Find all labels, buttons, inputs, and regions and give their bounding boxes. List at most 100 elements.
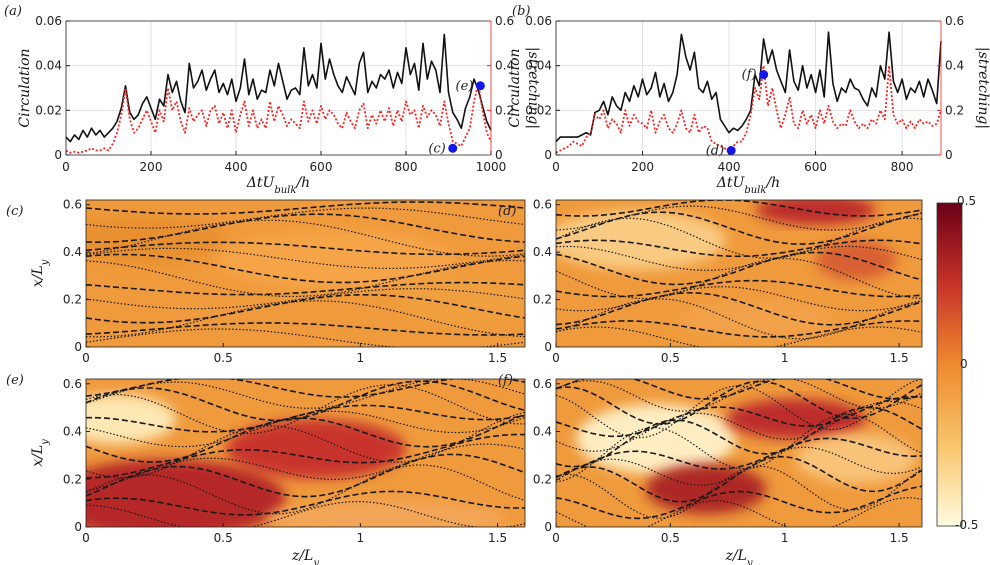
heatmap-region: [676, 300, 836, 340]
y-tick-label: 0.2: [63, 293, 82, 307]
y-tick-label-left: 0.04: [525, 59, 552, 73]
streamline-contour: [86, 410, 525, 448]
streamline-contour: [86, 247, 525, 270]
axis-frame: [85, 199, 526, 348]
stretching-series-line: [555, 64, 942, 154]
heatmap-panel-e: 0 0.2 0.4 0.6 0 0.5 1 1.5 x/Ly z/Ly (e): [6, 373, 526, 565]
x-tick-label: 800: [891, 160, 914, 174]
x-tick-label: 0.5: [661, 351, 680, 365]
heatmap-region: [726, 399, 866, 439]
line-panel-a: (c) (e) 0 0.02 0.04 0.06 0 0.2 0.4 0.6 0 200 400 600 8…: [4, 4, 541, 196]
x-tick-label: 0.5: [214, 351, 233, 365]
streamline-contour: [86, 207, 525, 229]
streamline-contour: [86, 219, 525, 257]
streamline-contour: [556, 437, 922, 478]
x-axis-label: ΔtUbulk/h: [716, 175, 780, 196]
streamline-contour: [556, 298, 922, 340]
y-tick-label: 0.6: [63, 377, 82, 391]
circulation-series-line: [65, 33, 492, 143]
y-tick-label: 0: [544, 340, 552, 354]
x-tick-label: 0: [552, 351, 560, 365]
colorbar-tick-label: -0.5: [955, 518, 978, 532]
y-tick-label-left: 0.02: [35, 103, 62, 117]
streamline-contour: [86, 253, 525, 284]
heatmap-region: [86, 459, 286, 527]
y-axis-label: x/Ly: [30, 439, 51, 467]
x-tick-label: 1: [357, 351, 365, 365]
y-tick-label-left: 0.04: [35, 59, 62, 73]
y-tick-label-left: 0: [54, 148, 62, 162]
heatmap-region: [266, 499, 506, 527]
panel-label: (b): [512, 4, 530, 19]
x-tick-label: 1.5: [488, 531, 507, 545]
x-tick-label: 800: [395, 160, 418, 174]
streamline-contour: [556, 395, 922, 438]
x-tick-label: 0.5: [214, 531, 233, 545]
heatmap-panel-d: 0 0.2 0.4 0.6 0 0.5 1 1.5 (d): [498, 198, 923, 365]
x-tick-label: 1.5: [890, 531, 909, 545]
heatmap-region: [86, 394, 176, 444]
x-tick-label: 400: [225, 160, 248, 174]
colorbar-gradient: [936, 202, 963, 527]
x-tick-label: 0.5: [661, 531, 680, 545]
y-axis-label-left: Circulation: [507, 48, 523, 127]
streamline-contour: [556, 320, 922, 338]
y-tick-label-left: 0: [544, 148, 552, 162]
stretching-series-line: [65, 82, 492, 154]
streamline-contour: [86, 294, 525, 324]
y-tick-label-right: 0: [495, 148, 503, 162]
heatmap-panel-f: 0 0.2 0.4 0.6 0 0.5 1 1.5 z/Ly (f): [498, 373, 923, 565]
y-tick-label-right: 0.6: [945, 14, 964, 28]
streamline-contour: [86, 322, 525, 336]
y-tick-label: 0: [544, 520, 552, 534]
streamline-contour: [556, 485, 922, 520]
y-tick-label: 0.4: [533, 425, 552, 439]
axis-frame: [555, 378, 923, 528]
x-tick-label: 1: [781, 531, 789, 545]
panel-label: (f): [498, 373, 513, 388]
streamline-contour: [86, 288, 525, 310]
streamline-contour: [86, 411, 525, 479]
streamline-contour: [556, 455, 922, 503]
colorbar-tick-label: 0.5: [957, 194, 976, 208]
streamline-contour: [556, 379, 922, 412]
marker-label: (f): [742, 68, 757, 83]
heatmap-region: [576, 404, 736, 474]
x-tick-label: 1: [781, 351, 789, 365]
y-axis-label-right: |stretching|: [525, 47, 541, 129]
streamline-contour: [556, 211, 922, 245]
streamline-contour: [556, 286, 922, 312]
heatmap-panel-c: 0 0.2 0.4 0.6 0 0.5 1 1.5 x/Ly (c): [6, 198, 526, 365]
x-tick-label: 0: [82, 531, 90, 545]
marker-label: (c): [428, 141, 445, 156]
streamline-contour: [86, 201, 525, 215]
heatmap-region: [226, 419, 406, 479]
x-tick-label: 200: [140, 160, 163, 174]
y-axis-label-left: Circulation: [17, 48, 33, 127]
streamline-contour: [556, 406, 922, 468]
streamline-contour: [556, 205, 922, 231]
streamline-contour: [86, 259, 525, 298]
x-tick-label: 600: [310, 160, 333, 174]
axis-frame: [85, 378, 526, 528]
y-tick-label: 0.2: [63, 472, 82, 486]
y-tick-label-right: 0.4: [945, 59, 964, 73]
streamline-contour: [86, 500, 525, 527]
streamline-contour: [556, 200, 922, 217]
panel-label: (c): [6, 204, 23, 219]
x-tick-label: 1.5: [890, 351, 909, 365]
marker-label: (d): [706, 144, 724, 159]
heatmap-field: [556, 379, 922, 527]
plot-area: [556, 21, 941, 155]
streamline-contour: [86, 379, 525, 398]
streamline-contour: [86, 404, 525, 433]
heatmap-region: [86, 215, 226, 265]
streamline-contour: [556, 465, 922, 519]
heatmap-region: [216, 230, 456, 290]
streamline-contour: [86, 490, 525, 516]
streamline-contour: [86, 453, 525, 498]
streamline-contour: [86, 281, 525, 296]
data-marker-point: [475, 81, 485, 91]
x-tick-label: 600: [804, 160, 827, 174]
